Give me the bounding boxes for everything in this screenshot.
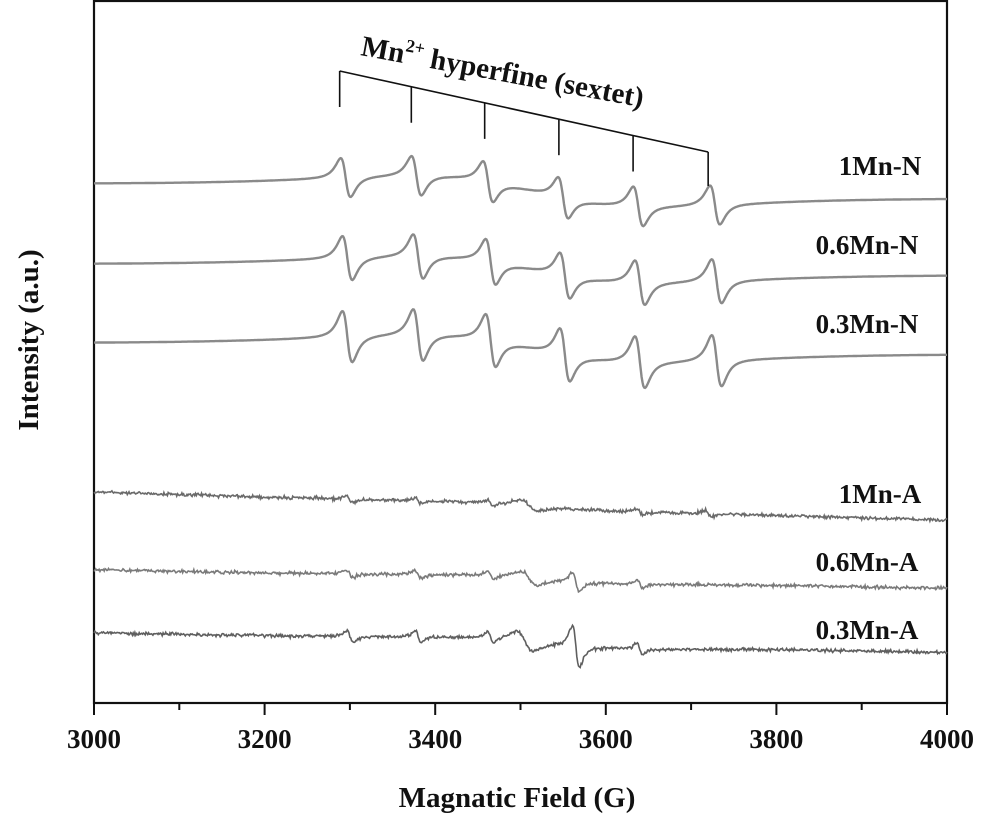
series-label-03mn-a: 0.3Mn-A [816,615,919,645]
plot-frame [94,1,947,703]
y-axis-title: Intensity (a.u.) [13,249,45,430]
series-label-06mn-a: 0.6Mn-A [816,547,919,577]
series-label-1mn-n: 1Mn-N [839,151,922,181]
series-label-03mn-n: 0.3Mn-N [816,309,919,339]
plot-border [94,1,947,703]
x-tick-label: 3600 [579,724,633,754]
series-label-1mn-a: 1Mn-A [839,479,922,509]
x-axis-title: Magnatic Field (G) [399,782,636,814]
x-tick-label: 3000 [67,724,121,754]
series-1mn-a-line [94,491,947,521]
x-tick-label: 3400 [408,724,462,754]
x-tick-label: 4000 [920,724,974,754]
series-labels: 1Mn-N 0.6Mn-N 0.3Mn-N 1Mn-A 0.6Mn-A 0.3Mn-A [816,151,922,645]
series-1mn-n-line [94,156,947,226]
series-label-06mn-n: 0.6Mn-N [816,230,919,260]
x-axis: 3000 3200 3400 3600 3800 4000 [67,703,974,754]
hyperfine-annotation: Mn2+ hyperfine (sextet) [340,27,708,186]
x-tick-label: 3200 [238,724,292,754]
x-tick-label: 3800 [749,724,803,754]
annotation-text: Mn2+ hyperfine (sextet) [359,27,647,114]
